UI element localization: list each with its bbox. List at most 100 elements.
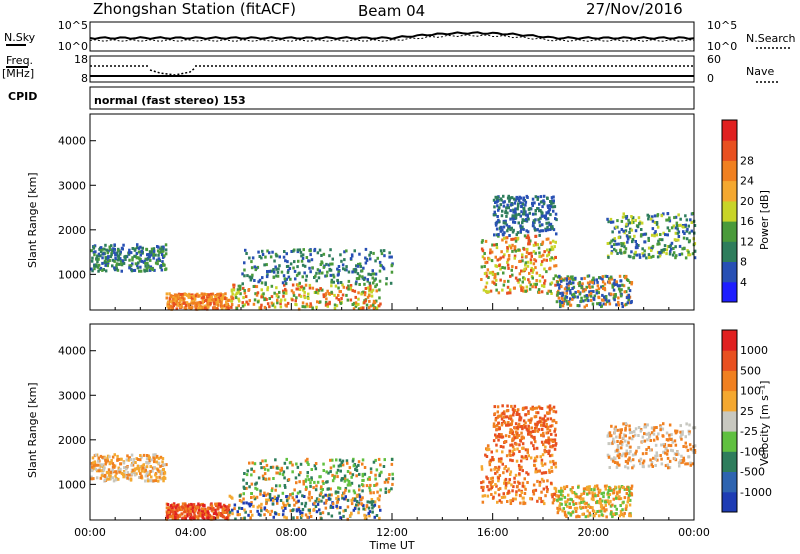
data-cell	[676, 231, 680, 235]
data-cell	[586, 296, 589, 300]
data-cell	[522, 496, 525, 500]
freq-unit-label: [MHz]	[2, 67, 34, 80]
data-cell	[329, 466, 333, 470]
station-title: Zhongshan Station (fitACF)	[93, 0, 296, 18]
data-cell	[345, 459, 349, 463]
data-cell	[142, 463, 146, 467]
data-cell	[305, 274, 308, 278]
data-cell	[348, 514, 352, 518]
data-cell	[542, 443, 545, 447]
data-cell	[564, 503, 568, 506]
data-cell	[295, 462, 298, 466]
data-cell	[278, 472, 282, 476]
data-cell	[232, 288, 236, 292]
data-cell	[104, 257, 108, 261]
data-cell	[618, 435, 622, 439]
data-cell	[637, 216, 641, 220]
data-cell	[671, 449, 674, 453]
data-cell	[517, 434, 521, 437]
data-cell	[117, 466, 120, 470]
data-cell	[597, 287, 601, 291]
data-cell	[259, 506, 263, 510]
data-cell	[610, 250, 614, 254]
data-cell	[159, 477, 163, 481]
data-cell	[355, 495, 359, 498]
data-cell	[142, 453, 146, 457]
data-cell	[603, 295, 606, 299]
data-cell	[119, 262, 123, 266]
data-cell	[625, 443, 629, 447]
data-cell	[329, 458, 332, 462]
data-cell	[630, 492, 633, 496]
data-cell	[143, 259, 146, 263]
velocity-colorbar-label: Velocity [m s⁻¹]	[758, 381, 771, 466]
data-cell	[283, 250, 286, 253]
data-cell	[497, 438, 500, 442]
data-cell	[630, 228, 634, 232]
data-cell	[137, 246, 141, 250]
data-cell	[209, 302, 212, 305]
data-cell	[327, 487, 330, 491]
data-cell	[533, 459, 536, 463]
data-cell	[549, 266, 552, 270]
data-cell	[501, 228, 504, 232]
data-cell	[144, 264, 147, 268]
data-cell	[623, 303, 627, 307]
data-cell	[283, 484, 287, 487]
data-cell	[605, 508, 608, 512]
data-cell	[486, 268, 490, 272]
data-cell	[358, 252, 361, 256]
data-cell	[578, 501, 581, 505]
data-cell	[306, 461, 309, 465]
data-cell	[500, 496, 504, 499]
data-cell	[666, 449, 669, 453]
data-cell	[253, 279, 256, 282]
data-cell	[530, 426, 533, 430]
data-cell	[180, 512, 183, 516]
data-cell	[548, 411, 551, 415]
data-cell	[199, 512, 202, 515]
data-cell	[304, 488, 308, 491]
data-cell	[307, 478, 311, 482]
data-cell	[292, 249, 295, 253]
data-cell	[135, 256, 139, 260]
cpid-label: CPID	[8, 90, 37, 103]
data-cell	[181, 502, 185, 506]
data-cell	[502, 445, 505, 449]
data-cell	[574, 502, 578, 506]
data-cell	[505, 409, 509, 413]
data-cell	[267, 468, 270, 472]
data-cell	[310, 468, 313, 471]
data-cell	[524, 406, 527, 410]
data-cell	[371, 269, 374, 273]
data-cell	[595, 484, 599, 488]
data-cell	[612, 288, 616, 292]
data-cell	[523, 234, 527, 238]
data-cell	[169, 509, 173, 513]
data-cell	[329, 505, 332, 509]
data-cell	[294, 302, 297, 306]
data-cell	[284, 303, 287, 307]
data-cell	[139, 465, 142, 469]
data-cell	[519, 501, 522, 505]
data-cell	[531, 435, 535, 439]
data-cell	[573, 295, 577, 299]
data-cell	[489, 458, 492, 462]
data-cell	[618, 289, 622, 293]
data-cell	[165, 296, 168, 300]
data-cell	[693, 449, 697, 452]
data-cell	[612, 457, 615, 461]
data-cell	[556, 280, 560, 284]
data-cell	[624, 452, 627, 456]
data-cell	[531, 204, 534, 207]
data-cell	[553, 438, 557, 442]
data-cell	[619, 279, 622, 283]
data-cell	[491, 476, 494, 480]
data-cell	[565, 277, 568, 281]
data-cell	[157, 259, 160, 263]
data-cell	[390, 487, 393, 491]
data-cell	[514, 211, 517, 215]
data-cell	[346, 461, 349, 465]
data-cell	[675, 429, 679, 433]
data-cell	[641, 247, 644, 251]
